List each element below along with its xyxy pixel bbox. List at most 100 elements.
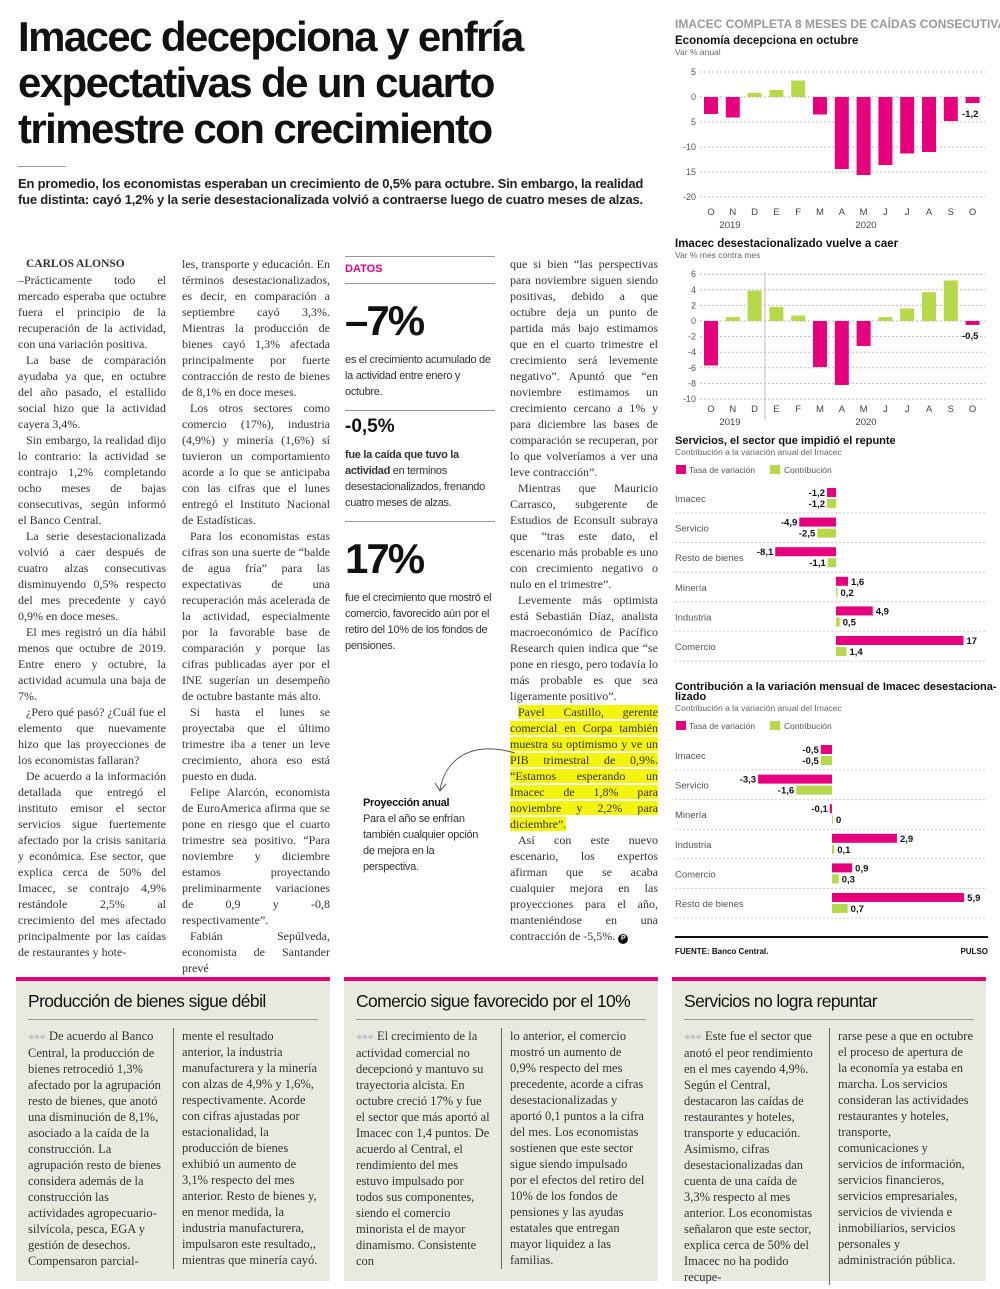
headline: Imacec decepciona y enfría expectativas … <box>18 14 668 152</box>
callout-title: Proyección anual <box>363 797 450 809</box>
y-tick-label: 6 <box>691 269 696 279</box>
legend-label: Tasa de variación <box>689 721 755 731</box>
paragraph: Levemente más optimista está Sebastián D… <box>510 593 658 703</box>
bar <box>704 321 718 366</box>
legend-swatch <box>770 721 780 730</box>
y-tick-label: 4 <box>691 285 696 295</box>
x-tick-label: J <box>905 207 910 218</box>
chart-title: Imacec desestacionalizado vuelve a caer <box>675 238 899 250</box>
x-tick-label: O <box>969 404 976 415</box>
data-label: -3,3 <box>740 775 756 786</box>
chart-subtitle: Contribución a la variación anual del Im… <box>675 703 843 713</box>
paragraph: Si hasta el lunes se proyectaba que el ú… <box>182 705 330 783</box>
end-mark-icon: P <box>618 934 629 944</box>
paragraph-text: Así con este nuevo escenario, los expert… <box>510 833 658 943</box>
y-tick-label: 0 <box>691 92 696 102</box>
infographic: IMACEC COMPLETA 8 MESES DE CAÍDAS CONSEC… <box>675 16 1000 956</box>
data-label: -0,5 <box>802 745 819 756</box>
box-text: Este fue el sector que anotó el peor ren… <box>684 1029 813 1284</box>
bar <box>832 844 835 854</box>
year-label: 2019 <box>719 220 740 231</box>
bar <box>832 874 839 884</box>
bar <box>856 321 871 346</box>
bar <box>769 306 784 321</box>
category-label: Industria <box>675 612 712 623</box>
legend-label: Contribución <box>784 465 832 475</box>
data-label: 2,9 <box>900 834 913 845</box>
x-tick-label: J <box>883 404 888 415</box>
paragraph: Felipe Alarcón, economista de EuroAmeric… <box>182 785 330 927</box>
y-tick-label: -6 <box>688 363 696 373</box>
bar <box>820 756 832 765</box>
data-label: 0,1 <box>837 845 851 856</box>
lead-paragraph: En promedio, los economistas esperaban u… <box>18 176 644 207</box>
category-label: Resto de bienes <box>675 553 744 564</box>
dots-icon: ●●● <box>356 1031 374 1043</box>
bar <box>832 833 897 843</box>
box-column: rarse pese a que en octubre el proceso d… <box>829 1028 974 1285</box>
category-label: Imacec <box>675 751 706 762</box>
bar <box>900 97 915 154</box>
credit: PULSO <box>960 947 988 956</box>
y-tick-label: -10 <box>683 142 696 152</box>
sidebar-box: Comercio sigue favorecido por el 10% ●●●… <box>344 977 658 1281</box>
category-label: Comercio <box>675 869 716 880</box>
dots-icon: ●●● <box>684 1031 702 1043</box>
data-label: -1,1 <box>809 558 826 569</box>
bar <box>943 280 958 321</box>
bar <box>834 97 849 169</box>
article-column-1: CARLOS ALONSO –Prácticamente todo el mer… <box>18 256 166 960</box>
bar <box>799 517 836 527</box>
chart-title: Servicios, el sector que impidió el repu… <box>675 435 896 447</box>
datos-text: es el crecimiento acumulado de la activi… <box>345 354 491 398</box>
y-tick-label: -8 <box>688 378 696 388</box>
bar <box>769 90 784 97</box>
chart-title: lizado <box>675 691 706 703</box>
paragraph: El mes registró un día hábil menos que o… <box>18 625 166 703</box>
x-tick-label: O <box>969 207 976 218</box>
highlighted-paragraph: Pavel Castillo, gerente comercial en Cor… <box>510 704 658 832</box>
chart-title: Contribución a la variación mensual de I… <box>675 681 997 693</box>
data-label: 0,5 <box>843 617 857 628</box>
bar <box>878 317 893 321</box>
data-label: 4,9 <box>876 606 889 617</box>
x-tick-label: E <box>773 207 779 218</box>
datos-value: –7% <box>345 297 425 344</box>
bar <box>836 636 964 645</box>
data-label: -8,1 <box>757 547 774 558</box>
divider <box>18 166 66 167</box>
datos-text-rest: en terminos desestacionalizados, frenand… <box>345 465 485 509</box>
x-tick-label: A <box>926 207 933 218</box>
x-tick-label: M <box>860 404 868 415</box>
x-tick-label: M <box>860 207 868 218</box>
data-label: 1,6 <box>851 577 864 588</box>
dots-icon: ●●● <box>28 1031 46 1043</box>
paragraph: Fabián Sepúlveda, economista de Santande… <box>182 929 330 975</box>
year-label: 2020 <box>855 220 876 231</box>
data-label: 0 <box>836 815 841 826</box>
y-tick-label: -4 <box>688 347 696 357</box>
x-tick-label: F <box>795 207 801 218</box>
data-label: -0,5 <box>962 331 979 342</box>
callout-text: Para el año se enfrían también cualquier… <box>363 813 479 873</box>
x-tick-label: M <box>816 404 824 415</box>
x-tick-label: A <box>926 404 933 415</box>
paragraph: Los otros sectores como comercio (17%), … <box>182 401 330 527</box>
box-title: Servicios no logra repuntar <box>684 991 974 1020</box>
bar <box>829 804 832 814</box>
bar <box>943 97 958 121</box>
category-label: Minería <box>675 583 707 594</box>
paragraph: De acuerdo a la información detallada qu… <box>18 769 166 959</box>
y-tick-label: -2 <box>688 332 696 342</box>
chart-subtitle: Contribución a la variación anual del Im… <box>675 447 843 457</box>
paragraph: Mientras que Mauricio Carrasco, subgeren… <box>510 481 658 591</box>
box-title: Comercio sigue favorecido por el 10% <box>356 991 646 1020</box>
datos-tag: DATOS <box>345 263 383 275</box>
bar <box>827 488 836 497</box>
datos-text: fue la caída que tuvo la actividad en te… <box>345 447 495 511</box>
legend-label: Contribución <box>784 721 832 731</box>
y-tick-label: 5 <box>691 67 696 77</box>
arrow-icon <box>434 748 516 792</box>
paragraph: les, transporte y educación. En términos… <box>182 257 330 399</box>
bar <box>820 745 832 754</box>
